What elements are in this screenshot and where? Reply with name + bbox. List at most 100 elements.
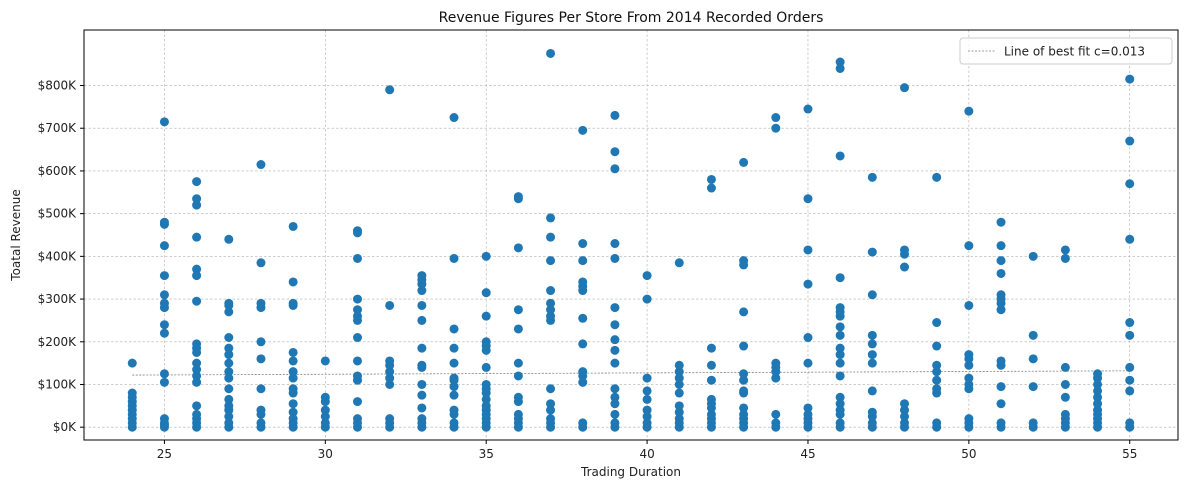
data-point: [353, 371, 362, 381]
data-point: [320, 412, 330, 422]
data-point: [835, 371, 845, 381]
data-point: [1093, 392, 1103, 402]
data-point: [320, 392, 330, 402]
data-point: [353, 414, 362, 424]
data-point: [385, 367, 395, 377]
legend-box: [959, 37, 1173, 65]
data-point: [932, 360, 942, 370]
data-point: [481, 311, 491, 321]
data-point: [610, 253, 620, 263]
data-point: [546, 414, 556, 424]
x-tick-label: 25: [157, 447, 172, 461]
data-point: [449, 343, 459, 353]
data-point: [803, 358, 813, 368]
data-point: [1060, 253, 1070, 263]
data-point: [642, 394, 652, 404]
data-point: [1125, 318, 1135, 328]
data-point: [610, 147, 620, 157]
data-point: [900, 405, 909, 415]
x-tick-label: 40: [639, 447, 654, 461]
data-point: [835, 350, 845, 360]
data-point: [353, 333, 362, 342]
data-point: [159, 217, 169, 227]
data-point: [1125, 74, 1135, 84]
data-point: [256, 258, 266, 268]
data-point: [932, 318, 942, 328]
y-tick-label: $300K: [38, 292, 78, 306]
data-point: [932, 341, 942, 351]
data-point: [481, 251, 491, 261]
data-point: [964, 373, 974, 383]
data-point: [449, 382, 459, 392]
data-point: [867, 358, 877, 368]
data-point: [1028, 251, 1038, 261]
data-point: [964, 350, 974, 360]
data-point: [867, 339, 877, 349]
data-point: [513, 371, 523, 381]
data-point: [546, 399, 556, 409]
data-point: [546, 48, 556, 58]
data-point: [739, 375, 749, 385]
data-point: [192, 377, 202, 387]
data-point: [771, 409, 781, 419]
data-point: [353, 311, 362, 321]
data-point: [385, 414, 395, 424]
data-point: [385, 300, 395, 310]
y-axis-label: Toatal Revenue: [9, 189, 23, 281]
data-point: [288, 414, 298, 424]
data-point: [546, 256, 556, 266]
y-tick-label: $700K: [38, 121, 78, 135]
data-point: [610, 110, 620, 120]
data-point: [481, 401, 491, 411]
data-point: [353, 305, 362, 315]
data-point: [996, 356, 1006, 366]
data-point: [417, 286, 427, 296]
data-point: [996, 290, 1006, 300]
data-point: [159, 328, 169, 338]
data-point: [256, 405, 266, 415]
data-point: [546, 405, 556, 415]
data-point: [546, 232, 556, 242]
data-point: [449, 358, 459, 368]
data-point: [706, 360, 716, 370]
data-point: [224, 343, 234, 353]
data-point: [771, 418, 781, 428]
data-point: [192, 177, 202, 187]
data-point: [449, 418, 459, 428]
data-point: [1060, 392, 1070, 402]
data-point: [803, 333, 813, 342]
data-point: [835, 57, 845, 67]
data-point: [739, 157, 749, 167]
data-point: [674, 401, 684, 411]
x-tick-label: 35: [479, 447, 494, 461]
data-point: [449, 324, 459, 334]
data-point: [739, 403, 749, 413]
data-point: [513, 358, 523, 368]
data-point: [835, 151, 845, 161]
data-point: [1093, 399, 1103, 409]
data-point: [385, 379, 395, 389]
data-point: [320, 418, 330, 428]
data-point: [610, 399, 620, 409]
data-point: [288, 407, 298, 417]
data-point: [706, 343, 716, 353]
data-point: [256, 160, 266, 170]
data-point: [835, 63, 845, 73]
data-point: [642, 418, 652, 428]
data-point: [288, 277, 298, 287]
data-point: [449, 373, 459, 383]
data-point: [192, 296, 202, 306]
data-point: [642, 412, 652, 422]
data-point: [288, 373, 298, 383]
data-point: [867, 247, 877, 257]
data-point: [385, 356, 395, 366]
data-point: [964, 300, 974, 310]
x-axis: 25 30 35 40 45 50 55: [157, 440, 1137, 461]
data-point: [192, 194, 202, 204]
data-point: [192, 371, 202, 381]
data-point: [513, 243, 523, 253]
data-point: [803, 245, 813, 255]
data-point: [224, 333, 234, 342]
data-point: [706, 174, 716, 184]
